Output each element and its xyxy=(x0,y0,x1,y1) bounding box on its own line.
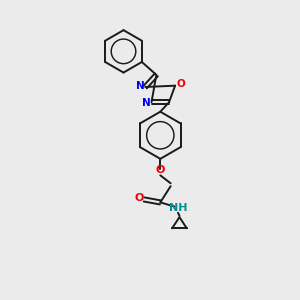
Text: O: O xyxy=(176,80,185,89)
Text: NH: NH xyxy=(169,203,187,213)
Text: N: N xyxy=(142,98,151,108)
Text: N: N xyxy=(136,81,144,91)
Text: O: O xyxy=(134,193,143,203)
Text: O: O xyxy=(156,165,165,175)
